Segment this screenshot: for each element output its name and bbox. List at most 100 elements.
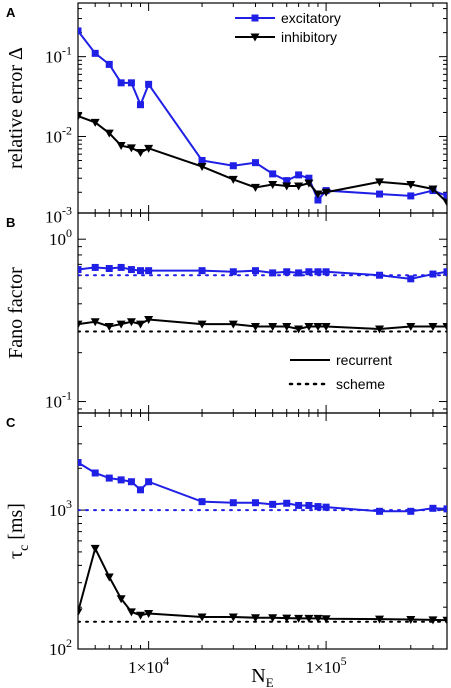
- y-tick-label: 10-2: [45, 123, 72, 146]
- data-point: [268, 614, 278, 623]
- data-point: [198, 267, 206, 275]
- data-point: [376, 507, 384, 515]
- data-point: [117, 476, 125, 484]
- data-point: [198, 498, 206, 506]
- series-line: [78, 461, 447, 513]
- data-point: [137, 486, 145, 494]
- data-point: [282, 182, 292, 191]
- data-point: [283, 499, 291, 507]
- legend-A: excitatory inhibitory: [235, 10, 341, 45]
- data-point: [105, 474, 113, 482]
- legend-label: excitatory: [281, 10, 341, 26]
- data-point: [314, 268, 322, 276]
- data-point: [406, 322, 416, 331]
- data-point: [375, 325, 385, 334]
- data-point: [376, 190, 384, 198]
- data-point: [322, 268, 330, 276]
- data-point: [305, 501, 313, 509]
- data-point: [116, 595, 126, 604]
- y-tick-label: 103: [49, 497, 72, 520]
- legend-B: recurrent scheme: [288, 352, 392, 392]
- data-point: [283, 177, 291, 185]
- series-line: [78, 115, 447, 203]
- legend-marker: [251, 14, 259, 22]
- data-point: [304, 322, 314, 331]
- series-group: [78, 459, 447, 625]
- data-point: [144, 610, 154, 619]
- data-point: [228, 175, 238, 184]
- series-line: [78, 30, 447, 202]
- panel-C: 103 102 Cτc[ms]: [5, 412, 448, 659]
- legend-label: recurrent: [336, 352, 392, 368]
- data-point: [136, 320, 146, 329]
- data-point: [105, 60, 113, 68]
- data-point: [104, 129, 114, 138]
- x-tick-label: 1×104: [128, 654, 169, 677]
- data-point: [282, 322, 292, 331]
- data-point: [313, 614, 323, 623]
- data-point: [90, 544, 100, 553]
- data-point: [321, 322, 331, 331]
- data-point: [304, 179, 314, 188]
- data-point: [313, 190, 323, 199]
- panel-letter: B: [6, 215, 15, 230]
- data-point: [144, 144, 154, 153]
- data-point: [406, 616, 416, 625]
- data-point: [90, 318, 100, 327]
- y-tick-label: 10-1: [45, 389, 72, 412]
- data-point: [228, 613, 238, 622]
- data-point: [428, 616, 438, 625]
- y-tick-label: 10-3: [45, 203, 72, 226]
- data-point: [295, 171, 303, 179]
- plot-frame-C: [77, 412, 448, 650]
- y-axis-title: τc[ms]: [5, 503, 32, 559]
- data-point: [197, 613, 207, 622]
- data-point: [91, 49, 99, 57]
- data-point: [294, 325, 304, 334]
- data-point: [251, 499, 259, 507]
- data-point: [305, 268, 313, 276]
- data-point: [229, 162, 237, 170]
- data-point: [376, 271, 384, 279]
- data-point: [78, 459, 82, 467]
- data-point: [104, 322, 114, 331]
- data-point: [429, 504, 437, 512]
- data-point: [91, 263, 99, 271]
- y-axis-title: relative error Δ: [5, 47, 27, 169]
- data-point: [322, 503, 330, 511]
- data-point: [321, 188, 331, 197]
- y-tick-label: 10-1: [45, 44, 72, 67]
- data-point: [294, 614, 304, 623]
- data-point: [144, 316, 154, 325]
- data-point: [127, 266, 135, 274]
- data-point: [251, 159, 259, 167]
- data-point: [251, 267, 259, 275]
- data-point: [304, 614, 314, 623]
- data-point: [145, 267, 153, 275]
- data-point: [442, 322, 447, 331]
- data-point: [137, 267, 145, 275]
- data-point: [283, 268, 291, 276]
- x-axis-title: NE: [251, 665, 273, 688]
- data-point: [116, 320, 126, 329]
- y-tick-label: 102: [49, 636, 72, 659]
- data-point: [91, 469, 99, 477]
- data-point: [78, 320, 83, 329]
- data-point: [117, 79, 125, 87]
- data-point: [428, 322, 438, 331]
- series-group: [78, 27, 447, 207]
- data-point: [268, 322, 278, 331]
- data-point: [136, 611, 146, 620]
- panel-B: 100 10-1 B Fano factor recurrent scheme: [5, 212, 448, 414]
- data-point: [145, 478, 153, 486]
- panel-letter: A: [6, 5, 16, 20]
- data-point: [443, 268, 447, 276]
- data-point: [229, 268, 237, 276]
- data-point: [282, 614, 292, 623]
- data-point: [78, 112, 83, 121]
- data-point: [269, 269, 277, 277]
- data-point: [443, 505, 447, 513]
- plot-frame-B: [77, 212, 448, 414]
